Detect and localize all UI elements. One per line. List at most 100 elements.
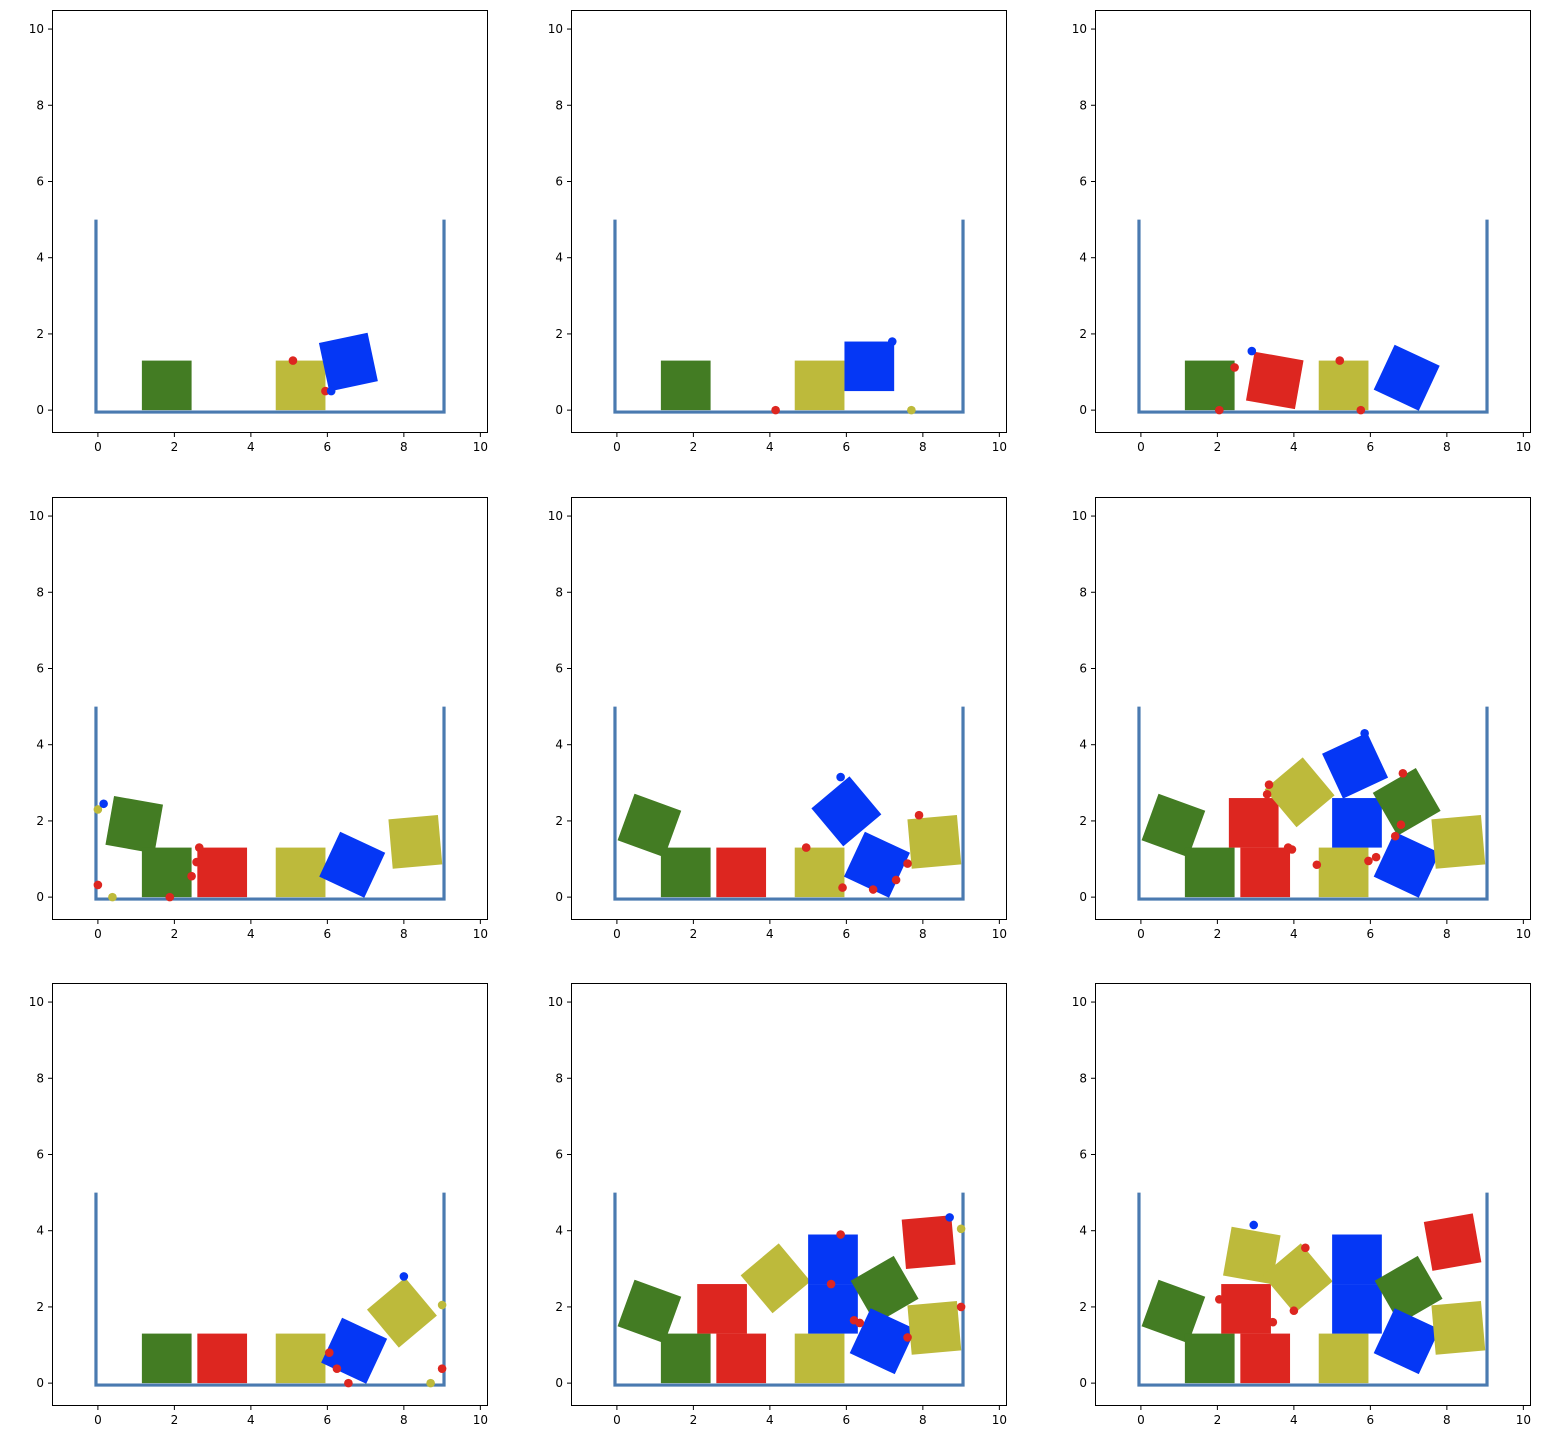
panel-7: 0 2 4 6 8 10 0 2 4 6 8 10 — [29, 983, 488, 1427]
box — [901, 1215, 956, 1269]
box — [660, 1333, 711, 1384]
box — [388, 815, 443, 869]
point — [1398, 768, 1408, 778]
y-tick-label: 0 — [1079, 1376, 1087, 1390]
x-tick-label: 6 — [843, 1413, 851, 1427]
x-tick-label: 6 — [324, 440, 332, 454]
point — [288, 356, 298, 365]
box — [141, 1333, 192, 1384]
y-tick-label: 10 — [1072, 509, 1087, 523]
axes-frame — [571, 10, 1007, 433]
y-tick-label: 6 — [1079, 661, 1087, 675]
box — [197, 1333, 248, 1384]
y-tick-label: 8 — [1079, 98, 1087, 112]
y-tick-label: 8 — [36, 98, 44, 112]
x-tick-label: 2 — [690, 1413, 698, 1427]
x-tick-label: 10 — [1516, 440, 1531, 454]
box — [811, 776, 882, 847]
points — [771, 337, 916, 415]
point — [1312, 860, 1322, 870]
box — [1262, 1243, 1333, 1314]
point — [855, 1318, 865, 1328]
box — [697, 1284, 747, 1334]
point — [1396, 820, 1406, 830]
boxes — [660, 341, 895, 411]
y-tick-label: 0 — [36, 890, 44, 904]
x-tick-label: 4 — [247, 927, 255, 941]
point — [1247, 346, 1257, 356]
y-tick-label: 2 — [1079, 1300, 1087, 1314]
y-tick-label: 10 — [1072, 995, 1087, 1009]
y-tick-label: 2 — [36, 327, 44, 341]
points — [1214, 1220, 1310, 1327]
container-walls — [1137, 219, 1489, 414]
axes-frame — [52, 10, 488, 433]
x-tick-label: 2 — [171, 440, 179, 454]
y-tick-label: 4 — [555, 738, 563, 752]
y-tick-label: 4 — [36, 1224, 44, 1238]
box — [808, 1234, 858, 1285]
x-tick-label: 8 — [919, 927, 927, 941]
box — [617, 793, 682, 858]
container-walls — [613, 706, 965, 901]
y-tick-label: 10 — [1072, 22, 1087, 36]
axes-frame — [571, 497, 1007, 920]
x-tick-label: 10 — [473, 927, 488, 941]
point — [187, 871, 196, 881]
box — [1240, 1333, 1291, 1384]
box — [1423, 1213, 1482, 1271]
x-tick-label: 8 — [919, 440, 927, 454]
y-tick-label: 2 — [36, 1300, 44, 1314]
y-tick-label: 2 — [555, 1300, 563, 1314]
panel-9: 0 2 4 6 8 10 0 2 4 6 8 10 — [1072, 983, 1531, 1427]
x-tick-label: 2 — [1214, 440, 1222, 454]
box — [794, 1333, 845, 1384]
boxes — [105, 796, 443, 898]
panel-6: 0 2 4 6 8 10 0 2 4 6 8 10 — [1072, 497, 1531, 941]
point — [836, 1230, 845, 1239]
y-tick-label: 6 — [555, 661, 563, 675]
point — [1289, 1306, 1299, 1316]
box — [275, 360, 326, 411]
box — [1372, 767, 1441, 836]
point — [1214, 1294, 1224, 1304]
y-tick-label: 4 — [1079, 1224, 1087, 1238]
x-tick-label: 4 — [247, 440, 255, 454]
box — [1373, 1308, 1440, 1375]
x-tick-label: 8 — [1443, 927, 1451, 941]
point — [93, 880, 103, 890]
point — [1335, 356, 1345, 365]
point — [868, 885, 878, 894]
y-tick-label: 6 — [36, 174, 44, 188]
box — [1431, 1301, 1486, 1355]
container-walls — [613, 1192, 965, 1387]
y-tick-label: 0 — [1079, 403, 1087, 417]
y-tick-label: 10 — [29, 995, 44, 1009]
point — [426, 1378, 435, 1388]
x-tick-label: 0 — [1137, 927, 1145, 941]
point — [914, 810, 924, 820]
point — [1214, 405, 1224, 415]
x-tick-label: 6 — [324, 927, 332, 941]
x-tick-label: 6 — [1367, 440, 1375, 454]
x-tick-label: 6 — [1367, 927, 1375, 941]
point — [1390, 831, 1400, 841]
points — [288, 356, 336, 396]
box — [1318, 360, 1369, 411]
x-tick-label: 0 — [1137, 440, 1145, 454]
boxes — [141, 332, 378, 411]
point — [826, 1279, 836, 1289]
y-tick-label: 6 — [1079, 1147, 1087, 1161]
axes-frame — [52, 497, 488, 920]
y-tick-label: 0 — [555, 403, 563, 417]
point — [1371, 852, 1381, 862]
x-tick-label: 2 — [171, 927, 179, 941]
point — [437, 1300, 447, 1310]
box — [1184, 847, 1235, 898]
y-tick-label: 4 — [1079, 738, 1087, 752]
box — [366, 1277, 437, 1348]
y-tick-label: 6 — [36, 661, 44, 675]
x-tick-label: 2 — [171, 1413, 179, 1427]
box — [660, 360, 711, 411]
